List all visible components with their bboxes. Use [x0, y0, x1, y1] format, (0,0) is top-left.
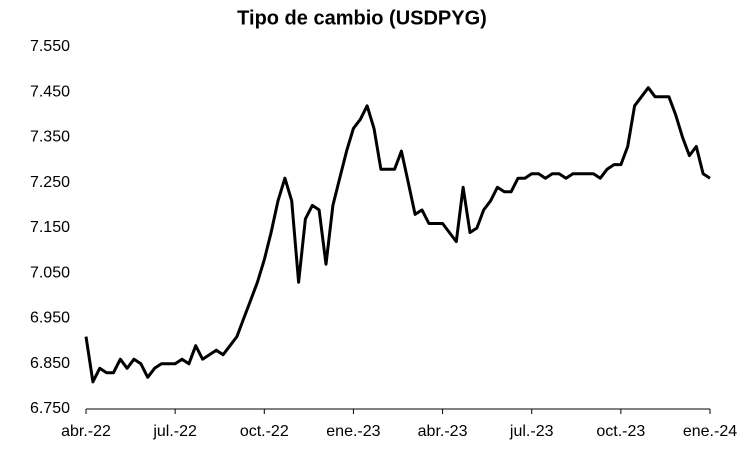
x-tick-label: jul.-23	[509, 423, 554, 440]
y-tick-label: 7.150	[30, 219, 70, 236]
y-tick-label: 7.550	[30, 38, 70, 55]
y-tick-label: 7.250	[30, 174, 70, 191]
x-tick-label: jul.-22	[152, 423, 197, 440]
y-tick-label: 7.450	[30, 83, 70, 100]
y-tick-label: 6.750	[30, 400, 70, 417]
y-tick-label: 6.950	[30, 310, 70, 327]
y-tick-label: 6.850	[30, 355, 70, 372]
line-series	[84, 86, 711, 384]
x-tick-label: oct.-22	[240, 423, 289, 440]
x-tick-label: ene.-24	[683, 423, 737, 440]
y-tick-label: 7.350	[30, 129, 70, 146]
chart-title: Tipo de cambio (USDPYG)	[237, 7, 487, 29]
x-tick-label: oct.-23	[596, 423, 645, 440]
x-tick-label: ene.-23	[326, 423, 380, 440]
y-tick-label: 7.050	[30, 264, 70, 281]
x-tick-label: abr.-22	[61, 423, 111, 440]
x-tick-label: abr.-23	[418, 423, 468, 440]
